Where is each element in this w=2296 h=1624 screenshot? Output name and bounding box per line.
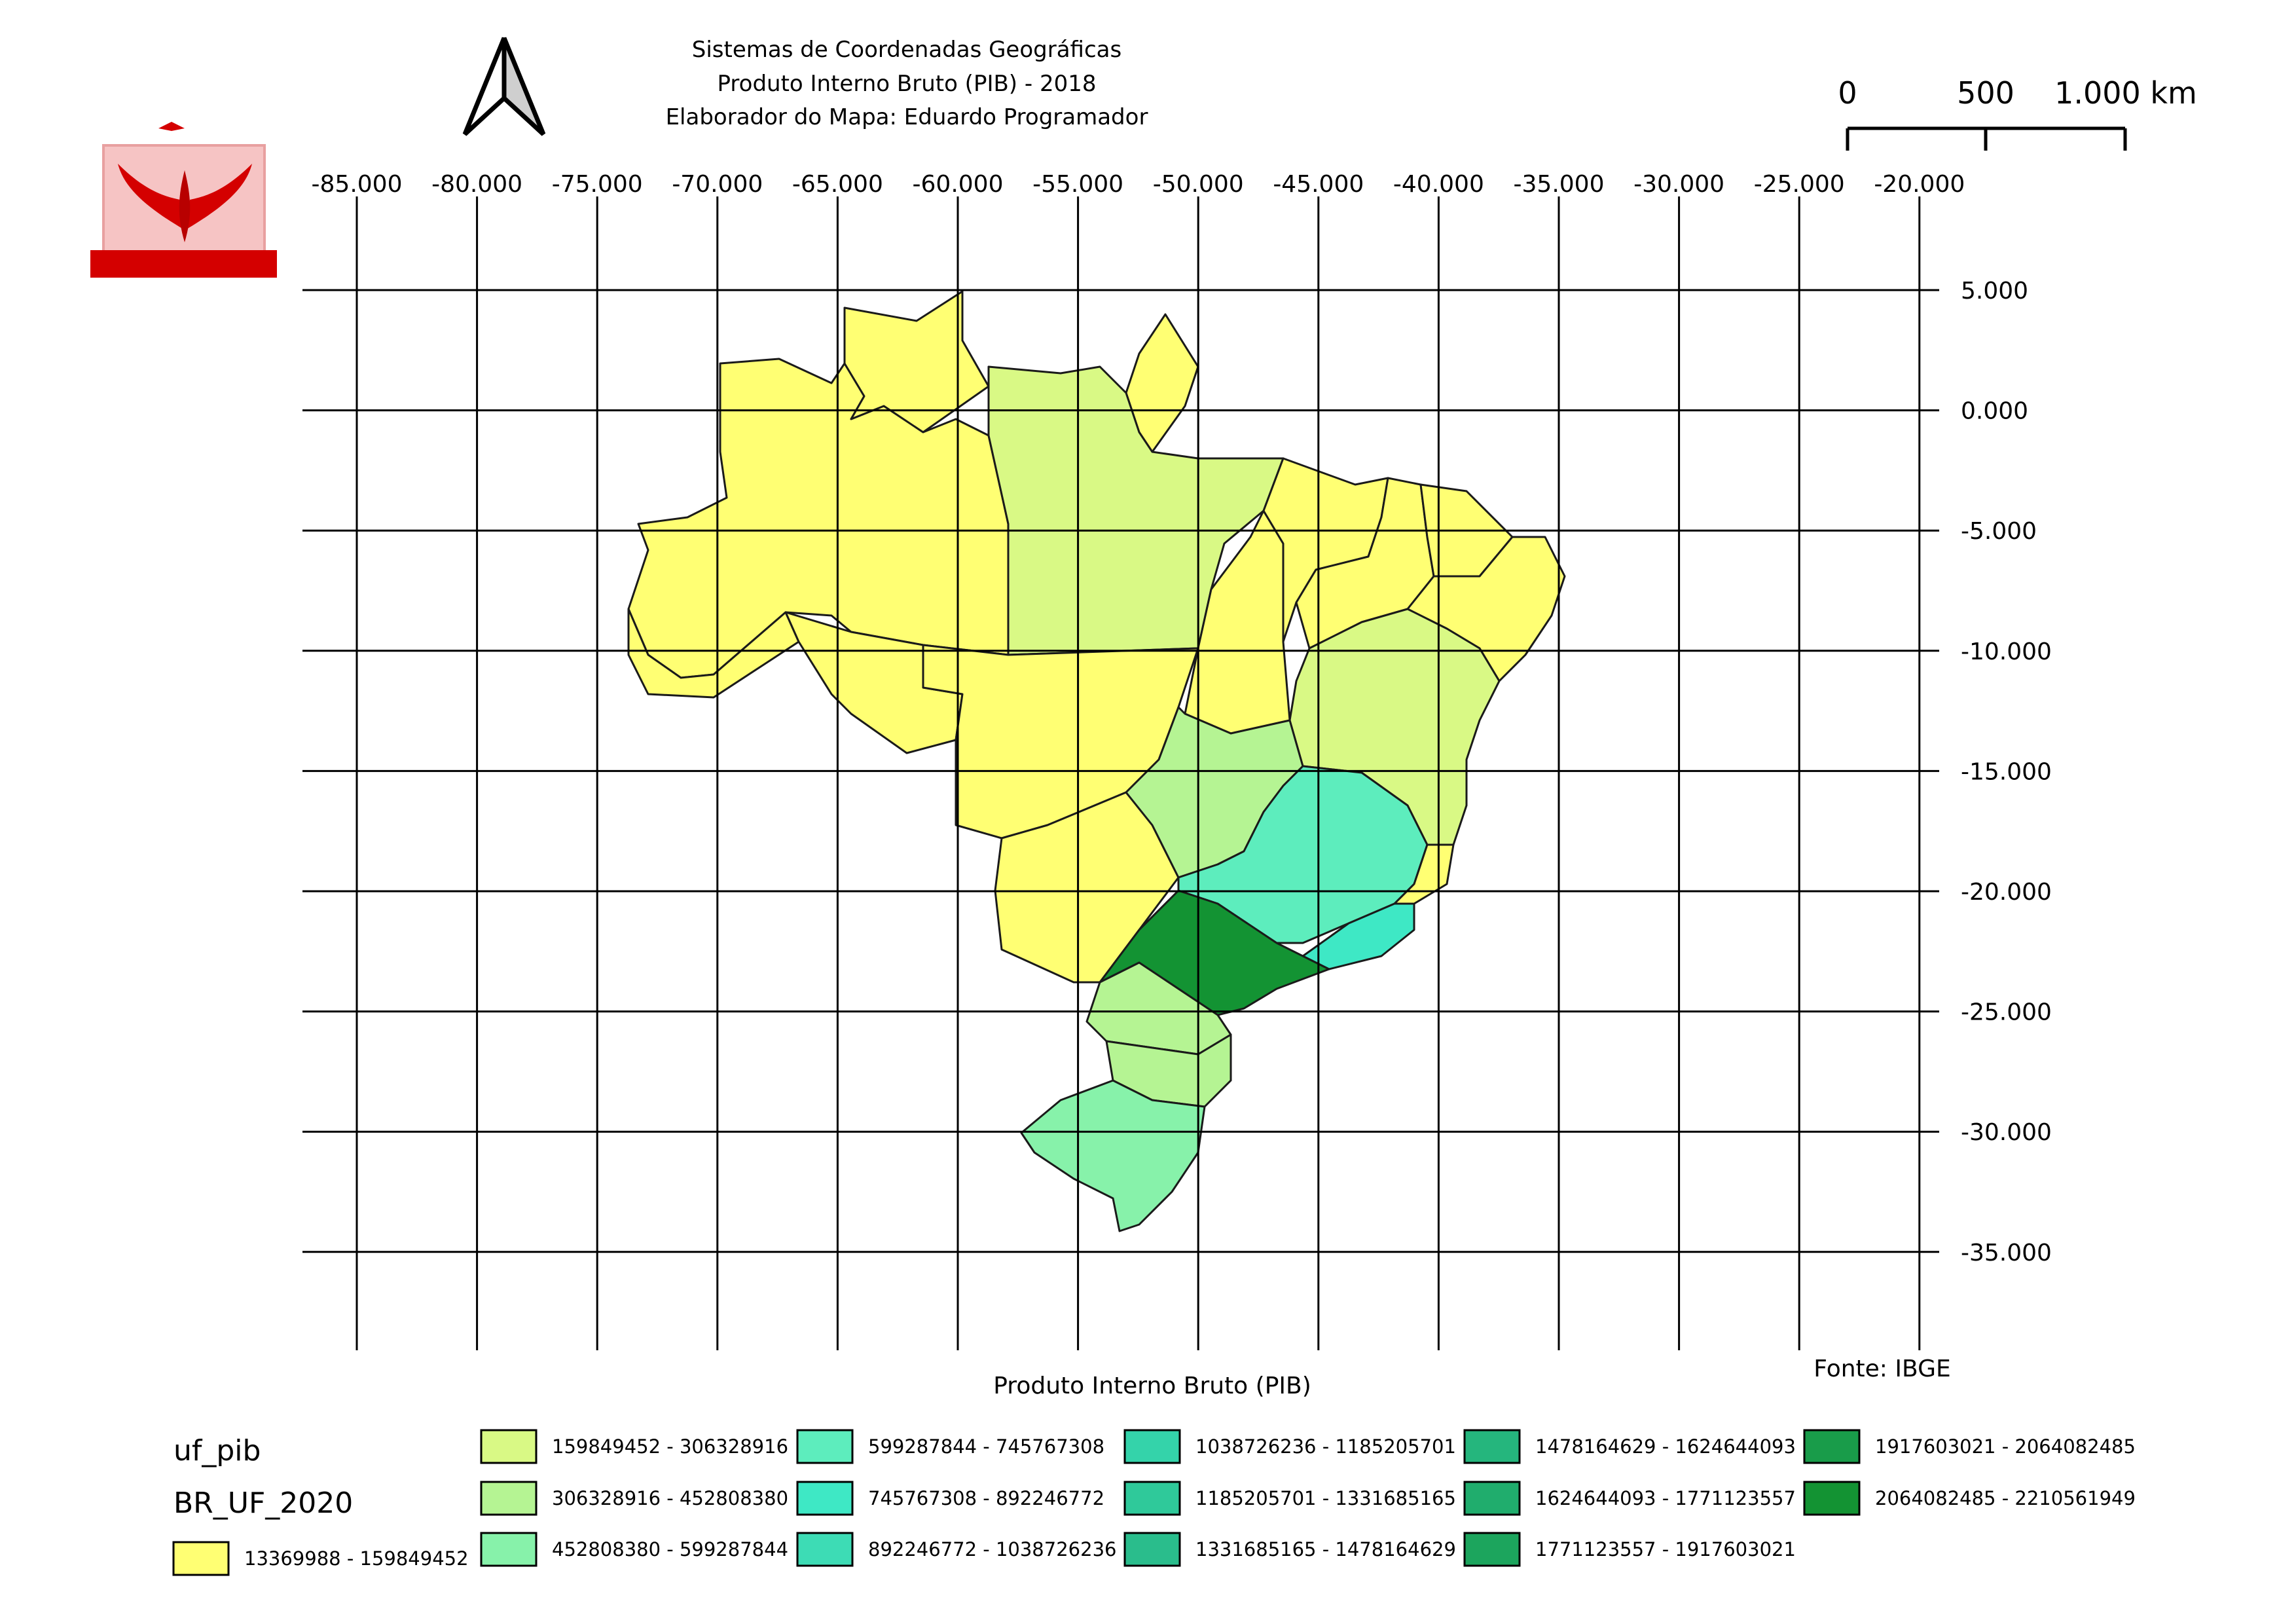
- scale-bar: 0 500 1.000 km: [1838, 75, 2197, 151]
- legend-swatch: [1803, 1429, 1861, 1464]
- legend-label: 599287844 - 745767308: [868, 1435, 1104, 1458]
- legend-swatch: [480, 1532, 538, 1567]
- legend-label: 1331685165 - 1478164629: [1195, 1538, 1456, 1560]
- scale-label-1000: 1.000 km: [2054, 75, 2197, 111]
- legend-swatch: [480, 1481, 538, 1516]
- legend-label: 452808380 - 599287844: [552, 1538, 788, 1560]
- latitude-label: -5.000: [1961, 518, 2037, 545]
- scale-label-500: 500: [1957, 75, 2014, 111]
- state-rio-grande-do-sul: [1020, 1079, 1206, 1232]
- title-line-2: Produto Interno Bruto (PIB) - 2018: [718, 71, 1097, 97]
- legend-swatch: [1123, 1532, 1181, 1567]
- legend-layer-uf: BR_UF_2020: [173, 1486, 353, 1520]
- legend-swatch-base: [172, 1541, 230, 1576]
- title-line-3: Elaborador do Mapa: Eduardo Programador: [666, 104, 1148, 130]
- legend-swatch: [1803, 1481, 1861, 1516]
- legend-swatch: [1123, 1481, 1181, 1516]
- latitude-label: 5.000: [1961, 278, 2028, 304]
- title-line-1: Sistemas de Coordenadas Geográficas: [692, 37, 1121, 63]
- longitude-label: -50.000: [1153, 171, 1244, 198]
- latitude-label: -35.000: [1961, 1240, 2052, 1266]
- longitude-label: -70.000: [672, 171, 763, 198]
- legend-swatch: [796, 1481, 854, 1516]
- graticule: -85.000 -80.000 -75.000 -70.000 -65.000 -60.0…: [302, 171, 2052, 1350]
- longitude-label: -30.000: [1633, 171, 1724, 198]
- legend-swatch: [1123, 1429, 1181, 1464]
- longitude-label: -80.000: [431, 171, 522, 198]
- latitude-label: 0.000: [1961, 398, 2028, 425]
- longitude-label: -35.000: [1514, 171, 1605, 198]
- latitude-label: -15.000: [1961, 758, 2052, 785]
- longitude-label: -25.000: [1754, 171, 1845, 198]
- legend: uf_pib BR_UF_2020 13369988 - 159849452 1…: [172, 1429, 2136, 1576]
- longitude-label: -45.000: [1273, 171, 1364, 198]
- source-label: Fonte: IBGE: [1813, 1356, 1950, 1382]
- legend-layer-pib: uf_pib: [173, 1434, 261, 1467]
- legend-label: 1038726236 - 1185205701: [1195, 1435, 1456, 1458]
- legend-swatch: [1463, 1532, 1521, 1567]
- legend-label: 745767308 - 892246772: [868, 1487, 1104, 1509]
- longitude-label: -40.000: [1393, 171, 1484, 198]
- legend-label: 892246772 - 1038726236: [868, 1538, 1116, 1560]
- legend-label-base: 13369988 - 159849452: [244, 1547, 469, 1570]
- legend-swatch: [1463, 1429, 1521, 1464]
- legend-label: 306328916 - 452808380: [552, 1487, 788, 1509]
- latitude-label: -25.000: [1961, 999, 2052, 1026]
- legend-swatch: [796, 1532, 854, 1567]
- north-arrow-icon: [462, 37, 546, 136]
- legend-label: 1771123557 - 1917603021: [1535, 1538, 1796, 1560]
- map-caption: Produto Interno Bruto (PIB): [993, 1373, 1311, 1399]
- legend-label: 1624644093 - 1771123557: [1535, 1487, 1796, 1509]
- legend-swatch: [480, 1429, 538, 1464]
- latitude-label: -20.000: [1961, 879, 2052, 906]
- longitude-label: -75.000: [552, 171, 643, 198]
- brazil-states: [627, 290, 1566, 1232]
- legend-swatch: [796, 1429, 854, 1464]
- legend-swatch: [1463, 1481, 1521, 1516]
- latitude-label: -10.000: [1961, 638, 2052, 665]
- phoenix-logo-icon: [90, 122, 277, 278]
- longitude-label: -20.000: [1874, 171, 1965, 198]
- longitude-label: -60.000: [913, 171, 1004, 198]
- longitude-label: -85.000: [312, 171, 403, 198]
- legend-label: 1917603021 - 2064082485: [1875, 1435, 2136, 1458]
- latitude-label: -30.000: [1961, 1119, 2052, 1146]
- scale-label-0: 0: [1838, 75, 1857, 111]
- longitude-label: -65.000: [792, 171, 883, 198]
- legend-label: 1478164629 - 1624644093: [1535, 1435, 1796, 1458]
- legend-label: 2064082485 - 2210561949: [1875, 1487, 2136, 1509]
- legend-label: 159849452 - 306328916: [552, 1435, 788, 1458]
- longitude-label: -55.000: [1032, 171, 1123, 198]
- legend-label: 1185205701 - 1331685165: [1195, 1487, 1456, 1509]
- state-roraima: [843, 290, 990, 434]
